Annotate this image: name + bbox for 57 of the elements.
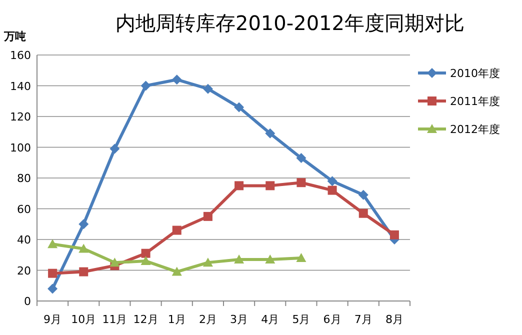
point (358, 208, 368, 218)
point (172, 266, 182, 276)
point (48, 284, 58, 294)
point (140, 80, 151, 91)
y-tick-label: 60 (17, 202, 31, 216)
point (203, 212, 212, 221)
x-tick-label: 3月 (230, 313, 248, 326)
point (202, 258, 213, 267)
x-tick-label: 4月 (261, 313, 280, 326)
point (79, 267, 88, 276)
y-tick-label: 100 (10, 141, 31, 154)
y-tick-label: 120 (10, 110, 31, 124)
y-tick-label: 140 (10, 80, 31, 93)
point (234, 181, 244, 190)
point (110, 144, 120, 154)
y-axis-title: 万吨 (3, 30, 26, 43)
point (296, 153, 306, 164)
legend-label: 2012年度 (450, 123, 500, 136)
x-tick-label: 6月 (323, 313, 342, 326)
point (265, 128, 276, 138)
point (202, 84, 213, 94)
point (48, 239, 58, 248)
point (48, 268, 58, 278)
legend-label: 2011年度 (450, 95, 500, 108)
point (172, 74, 182, 85)
point (140, 256, 151, 266)
point (266, 181, 275, 190)
point (110, 258, 120, 267)
x-tick-label: 1月 (168, 313, 186, 326)
y-tick-label: 80 (17, 172, 31, 185)
point (172, 226, 182, 235)
point (78, 219, 89, 230)
point (265, 254, 276, 264)
chart-title: 内地周转库存2010-2012年度同期对比 (115, 11, 465, 35)
point (78, 244, 89, 253)
point (234, 254, 244, 264)
point (296, 252, 306, 262)
x-tick-label: 8月 (385, 313, 404, 326)
y-tick-label: 40 (17, 234, 31, 246)
y-tick-label: 0 (24, 295, 31, 308)
y-tick-label: 20 (17, 264, 31, 278)
point (327, 176, 338, 186)
y-tick-label: 160 (10, 49, 31, 62)
point (390, 230, 399, 240)
x-tick-label: 9月 (44, 313, 62, 326)
x-tick-label: 2月 (198, 313, 217, 326)
point (328, 186, 337, 195)
x-tick-label: 12月 (133, 313, 158, 326)
point (358, 190, 368, 200)
x-tick-label: 7月 (354, 313, 372, 326)
point (296, 178, 306, 188)
point (141, 248, 150, 258)
x-tick-label: 5月 (292, 313, 310, 326)
x-tick-label: 10月 (71, 313, 96, 326)
point (234, 102, 244, 112)
legend-label: 2010年度 (450, 67, 500, 80)
x-tick-label: 11月 (102, 313, 128, 326)
